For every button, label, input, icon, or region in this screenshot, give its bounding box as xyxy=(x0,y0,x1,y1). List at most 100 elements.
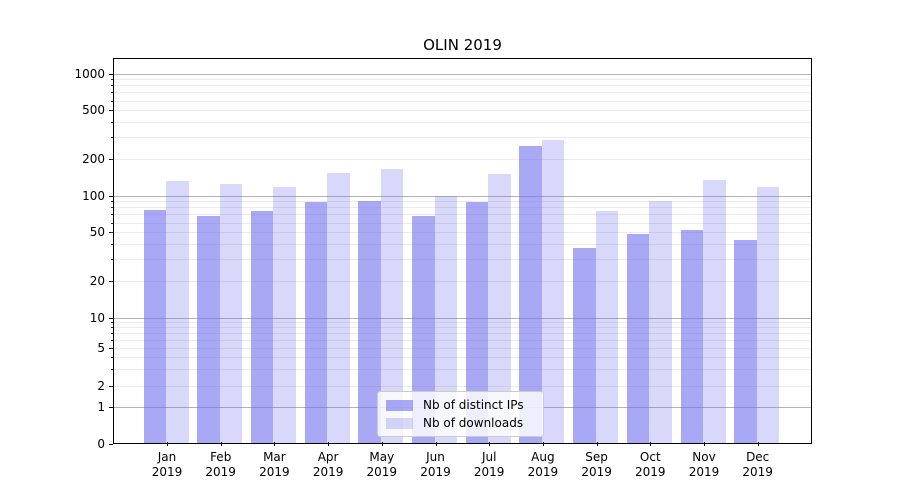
y-minor-tick xyxy=(110,79,113,81)
y-minor-tick xyxy=(110,207,113,209)
y-minor-tick xyxy=(110,100,113,102)
gridline-minor xyxy=(113,259,812,261)
gridline-minor xyxy=(113,327,812,329)
gridline-minor xyxy=(113,385,812,387)
legend-item: Nb of downloads xyxy=(386,416,535,430)
gridline-minor xyxy=(113,122,812,124)
y-tick-label: 1000 xyxy=(74,66,105,81)
y-tick-label: 50 xyxy=(89,225,105,240)
bar-ips-Dec xyxy=(734,240,757,444)
y-tick xyxy=(108,317,113,319)
gridline-minor xyxy=(113,201,812,203)
x-tick-label: Nov 2019 xyxy=(688,450,720,479)
x-tick-label: Jan 2019 xyxy=(151,450,183,479)
x-tick xyxy=(220,442,222,446)
y-minor-tick xyxy=(110,385,113,387)
x-tick-label: Oct 2019 xyxy=(635,450,666,479)
bar-ips-Apr xyxy=(304,201,328,444)
bar-ips-Aug xyxy=(519,146,542,444)
y-minor-tick xyxy=(110,327,113,329)
bar-ips-Nov xyxy=(680,230,703,444)
legend-item: Nb of distinct IPs xyxy=(386,398,535,412)
gridline-minor xyxy=(113,214,812,216)
bar-downloads-Oct xyxy=(649,201,672,444)
bar-downloads-Jan xyxy=(166,181,189,444)
legend-label-distinct-ips: Nb of distinct IPs xyxy=(423,398,524,412)
x-tick-label: Jun 2019 xyxy=(420,450,451,479)
y-tick-label: 1 xyxy=(97,400,105,414)
y-tick-label: 20 xyxy=(89,273,105,288)
y-minor-tick xyxy=(110,259,113,261)
y-tick-label: 200 xyxy=(82,151,105,166)
gridline-minor xyxy=(113,100,812,102)
y-minor-tick xyxy=(110,122,113,124)
gridline-minor xyxy=(113,158,812,160)
x-tick xyxy=(757,442,759,446)
y-minor-tick xyxy=(110,158,113,160)
x-tick-label: Jul 2019 xyxy=(473,450,505,479)
bar-downloads-Dec xyxy=(756,186,780,444)
bar-downloads-Nov xyxy=(703,180,726,444)
bar-downloads-Feb xyxy=(219,183,243,444)
x-tick-label: Apr 2019 xyxy=(312,450,344,479)
gridline-minor xyxy=(113,110,812,112)
bar-downloads-May xyxy=(380,168,404,444)
y-tick-label: 2 xyxy=(97,378,105,393)
x-tick xyxy=(274,442,276,446)
bar-downloads-Jun xyxy=(434,195,457,444)
y-minor-tick xyxy=(110,368,113,370)
y-tick xyxy=(108,195,113,197)
x-tick xyxy=(328,442,330,446)
gridline-minor xyxy=(113,348,812,349)
legend-swatch-distinct-ips xyxy=(386,399,413,411)
bar-ips-Feb xyxy=(197,215,220,444)
x-tick-label: Mar 2019 xyxy=(259,450,290,479)
y-tick-label: 10 xyxy=(89,310,105,325)
gridline-minor xyxy=(113,207,812,209)
gridline-major xyxy=(113,73,812,75)
x-tick xyxy=(489,442,491,446)
chart-title: OLIN 2019 xyxy=(423,36,502,54)
gridline-minor xyxy=(113,137,812,139)
x-tick xyxy=(650,442,652,446)
gridline-minor xyxy=(113,232,812,234)
x-tick xyxy=(435,442,437,446)
bar-ips-Oct xyxy=(626,234,650,444)
x-tick xyxy=(381,442,383,446)
gridline-minor xyxy=(113,222,812,224)
gridline-minor xyxy=(113,79,812,81)
y-minor-tick xyxy=(110,357,113,359)
x-tick-label: Feb 2019 xyxy=(205,450,236,479)
gridline-minor xyxy=(113,333,812,335)
x-tick-label: Aug 2019 xyxy=(527,450,559,479)
x-tick-label: Sep 2019 xyxy=(581,450,612,479)
gridline-minor xyxy=(113,368,812,370)
bar-ips-May xyxy=(358,201,381,444)
legend-swatch-downloads xyxy=(386,417,413,429)
legend-label-downloads: Nb of downloads xyxy=(423,416,524,430)
bar-downloads-Mar xyxy=(273,186,296,444)
gridline-minor xyxy=(113,280,812,282)
plot-area: Nb of distinct IPs Nb of downloads xyxy=(113,58,812,444)
x-tick-label: Dec 2019 xyxy=(742,450,773,479)
y-minor-tick xyxy=(110,339,113,341)
bar-ips-Jun xyxy=(412,215,435,444)
y-minor-tick xyxy=(110,333,113,335)
bar-ips-Sep xyxy=(573,248,596,444)
gridline-minor xyxy=(113,85,812,87)
y-tick-label: 5 xyxy=(97,341,105,355)
x-tick xyxy=(704,442,705,446)
gridline-minor xyxy=(113,244,812,246)
bar-downloads-Apr xyxy=(327,172,350,444)
gridline-minor xyxy=(113,92,812,94)
bar-ips-Jul xyxy=(465,201,489,444)
gridline-major xyxy=(113,317,812,319)
bar-downloads-Jul xyxy=(488,173,511,444)
y-minor-tick xyxy=(110,85,113,87)
legend: Nb of distinct IPs Nb of downloads xyxy=(377,391,544,437)
bar-downloads-Sep xyxy=(595,210,619,444)
y-tick-label: 0 xyxy=(97,436,105,451)
y-minor-tick xyxy=(110,232,113,234)
y-minor-tick xyxy=(110,110,113,112)
